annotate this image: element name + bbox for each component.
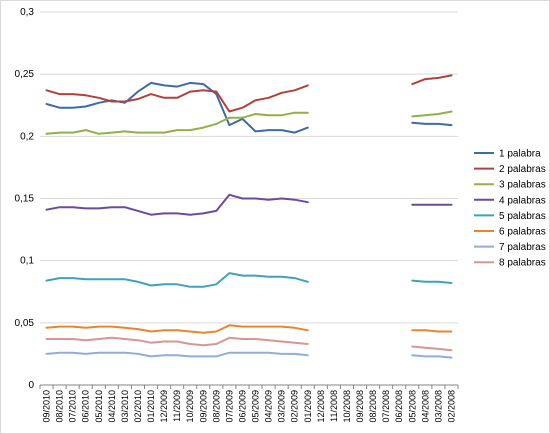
- legend-label-7: 7 palabras: [499, 242, 546, 253]
- y-tick-label-1: 0,05: [15, 318, 35, 329]
- series-3-line-0: [45, 111, 309, 135]
- x-tick-label-9: 12/2009: [159, 390, 169, 423]
- legend-label-3: 3 palabras: [499, 180, 546, 191]
- series-8: [45, 336, 453, 352]
- series-7: [45, 351, 453, 359]
- x-tick-label-2: 07/2010: [68, 390, 78, 423]
- series-1: [45, 81, 453, 134]
- x-tick-label-11: 10/2009: [185, 390, 195, 423]
- x-tick-label-28: 05/2008: [407, 390, 417, 423]
- series-6-line-0: [45, 324, 309, 334]
- x-tick-label-13: 08/2009: [211, 390, 221, 423]
- legend-label-4: 4 palabras: [499, 195, 546, 206]
- x-tick-label-22: 11/2008: [329, 390, 339, 422]
- x-tick-label-1: 08/2010: [55, 390, 65, 423]
- series-1-line-0: [45, 81, 309, 134]
- x-tick-label-8: 01/2010: [146, 390, 156, 423]
- series-7-line-0: [45, 351, 309, 358]
- series-5-line-0: [45, 272, 309, 288]
- x-tick-label-0: 09/2010: [42, 390, 52, 423]
- x-tick-label-5: 04/2010: [107, 390, 117, 423]
- series-3-line-1: [411, 110, 453, 118]
- series-1-line-1: [411, 121, 453, 127]
- x-tick-label-12: 09/2009: [198, 390, 208, 423]
- legend-label-2: 2 palabras: [499, 164, 546, 175]
- x-tick-label-16: 05/2009: [251, 390, 261, 423]
- x-tick-label-17: 04/2009: [264, 390, 274, 423]
- series-4: [45, 193, 453, 216]
- series-5: [45, 272, 453, 288]
- x-tick-label-23: 10/2008: [342, 390, 352, 423]
- y-tick-label-3: 0,15: [15, 194, 35, 205]
- y-tick-label-4: 0,2: [20, 131, 34, 142]
- legend-label-8: 8 palabras: [499, 258, 546, 269]
- series-2: [45, 74, 453, 113]
- x-tick-label-21: 12/2008: [316, 390, 326, 423]
- y-tick-label-5: 0,25: [15, 69, 35, 80]
- series-6-line-1: [411, 329, 453, 333]
- x-tick-label-3: 06/2010: [81, 390, 91, 423]
- x-tick-label-30: 03/2008: [433, 390, 443, 423]
- x-tick-label-27: 06/2008: [394, 390, 404, 423]
- series-2-line-1: [411, 74, 453, 86]
- x-tick-label-10: 11/2009: [172, 390, 182, 422]
- y-tick-label-6: 0,3: [20, 7, 34, 18]
- x-tick-label-4: 05/2010: [94, 390, 104, 423]
- x-tick-label-20: 01/2009: [303, 390, 313, 423]
- x-tick-label-31: 02/2008: [446, 390, 456, 423]
- x-tick-label-15: 06/2009: [237, 390, 247, 423]
- series-4-line-0: [45, 193, 309, 216]
- x-tick-label-7: 02/2010: [133, 390, 143, 423]
- x-tick-label-6: 03/2010: [120, 390, 130, 423]
- y-tick-label-0: 0: [28, 380, 34, 391]
- legend-label-1: 1 palabra: [499, 149, 541, 160]
- series-8-line-0: [45, 336, 309, 347]
- legend-label-5: 5 palabras: [499, 211, 546, 222]
- x-tick-label-29: 04/2008: [420, 390, 430, 423]
- series-7-line-1: [411, 354, 453, 359]
- series-8-line-1: [411, 345, 453, 352]
- x-tick-label-26: 07/2008: [381, 390, 391, 423]
- x-tick-label-24: 09/2008: [355, 390, 365, 423]
- x-tick-label-14: 07/2009: [224, 390, 234, 423]
- y-tick-label-2: 0,1: [20, 256, 34, 267]
- x-tick-label-19: 02/2009: [290, 390, 300, 423]
- series-5-line-1: [411, 279, 453, 284]
- x-tick-label-25: 08/2008: [368, 390, 378, 423]
- series-2-line-0: [45, 84, 309, 113]
- legend-label-6: 6 palabras: [499, 227, 546, 238]
- x-tick-label-18: 03/2009: [277, 390, 287, 423]
- series-6: [45, 324, 453, 334]
- series-3: [45, 110, 453, 135]
